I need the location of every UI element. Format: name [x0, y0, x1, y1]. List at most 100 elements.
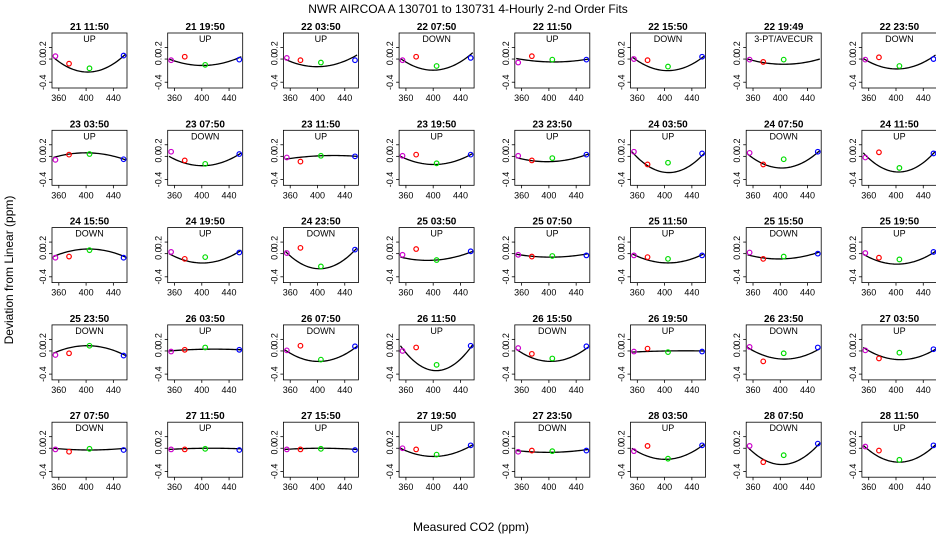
x-tick-label: 360: [167, 288, 182, 298]
y-tick-label: 0.0: [617, 345, 627, 358]
data-point: [86, 65, 93, 72]
y-tick-label: -0.4: [38, 172, 48, 188]
data-point: [168, 348, 175, 355]
data-point: [665, 159, 671, 166]
panel-frame: [282, 129, 359, 186]
data-point: [467, 442, 474, 449]
data-point: [760, 358, 767, 365]
x-tick-label: 360: [861, 190, 876, 200]
x-tick-label: 360: [283, 482, 298, 492]
x-tick-label: 440: [106, 288, 121, 298]
panel-label: DOWN: [769, 326, 798, 336]
data-point: [631, 348, 637, 355]
data-point: [583, 447, 590, 454]
data-point: [120, 52, 127, 59]
panel-label: DOWN: [422, 34, 451, 44]
x-tick-label: 360: [514, 288, 529, 298]
data-point: [746, 344, 753, 350]
data-point: [283, 347, 290, 354]
data-point: [86, 342, 93, 349]
panel-frame: [51, 324, 128, 381]
data-point: [896, 63, 903, 69]
x-tick-label: 400: [541, 93, 556, 103]
data-point: [746, 149, 753, 156]
x-tick-label: 400: [657, 190, 672, 200]
data-point: [318, 263, 324, 270]
panel-label: UP: [83, 34, 96, 44]
x-tick-label: 440: [569, 482, 584, 492]
fit-curve: [400, 444, 474, 458]
y-tick-label: -0.4: [501, 172, 511, 188]
panel-frame: [282, 32, 359, 89]
y-tick-label: 0.0: [732, 442, 742, 455]
panel-frame: [630, 227, 706, 284]
x-tick-label: 440: [800, 288, 815, 298]
panel-frame: [861, 129, 936, 186]
panel-title: 25 03:50: [417, 217, 457, 228]
y-tick-label: -0.4: [269, 269, 279, 285]
data-point: [467, 248, 474, 255]
data-point: [168, 446, 175, 453]
x-tick-label: 400: [888, 190, 903, 200]
x-tick-label: 360: [630, 482, 645, 492]
data-point: [86, 247, 93, 254]
x-tick-label: 440: [337, 385, 352, 395]
data-point: [52, 53, 59, 60]
panel-title: 25 23:50: [70, 314, 110, 325]
x-tick-label: 400: [426, 190, 441, 200]
y-tick-label: 0.0: [501, 247, 511, 260]
y-tick-label: 0.2: [732, 41, 742, 54]
data-point: [528, 157, 535, 164]
panel-label: DOWN: [75, 423, 104, 433]
data-point: [120, 352, 127, 359]
data-point: [202, 160, 209, 167]
y-tick-label: 0.2: [38, 41, 48, 54]
data-point: [876, 254, 882, 261]
panel-title: 23 19:50: [417, 119, 457, 130]
data-point: [528, 350, 535, 357]
panel-frame: [282, 227, 359, 284]
fit-curve: [168, 152, 242, 167]
x-tick-label: 440: [800, 482, 815, 492]
y-tick-label: -0.4: [617, 269, 627, 285]
x-tick-label: 440: [222, 482, 237, 492]
data-point: [297, 244, 304, 251]
x-tick-label: 400: [541, 190, 556, 200]
y-tick-label: -0.4: [385, 464, 395, 480]
data-point: [780, 156, 787, 163]
x-tick-label: 360: [514, 93, 529, 103]
data-point: [66, 60, 72, 67]
y-tick-label: -0.4: [848, 464, 858, 480]
x-tick-label: 400: [426, 385, 441, 395]
chart-title: NWR AIRCOA A 130701 to 130731 4-Hourly 2…: [308, 2, 628, 16]
panel-title: 26 23:50: [764, 314, 804, 325]
x-tick-label: 400: [310, 93, 325, 103]
x-tick-label: 440: [916, 190, 931, 200]
x-tick-label: 400: [194, 482, 209, 492]
data-point: [644, 254, 651, 261]
data-point: [699, 252, 705, 259]
y-tick-label: 0.2: [501, 41, 511, 54]
panel-label: UP: [546, 229, 559, 239]
x-tick-label: 360: [630, 190, 645, 200]
x-tick-label: 400: [79, 93, 94, 103]
panel-label: UP: [430, 131, 443, 141]
y-tick-label: 0.0: [617, 53, 627, 66]
panel-frame: [630, 421, 706, 478]
data-point: [760, 161, 767, 168]
y-tick-label: 0.0: [732, 345, 742, 358]
y-tick-label: -0.4: [154, 74, 164, 90]
fit-curve: [399, 344, 474, 372]
y-tick-label: 0.0: [732, 247, 742, 260]
panel-frame: [51, 129, 128, 186]
x-tick-label: 440: [106, 93, 121, 103]
x-tick-label: 400: [426, 93, 441, 103]
x-tick-label: 440: [106, 482, 121, 492]
y-tick-label: 0.2: [848, 139, 858, 152]
